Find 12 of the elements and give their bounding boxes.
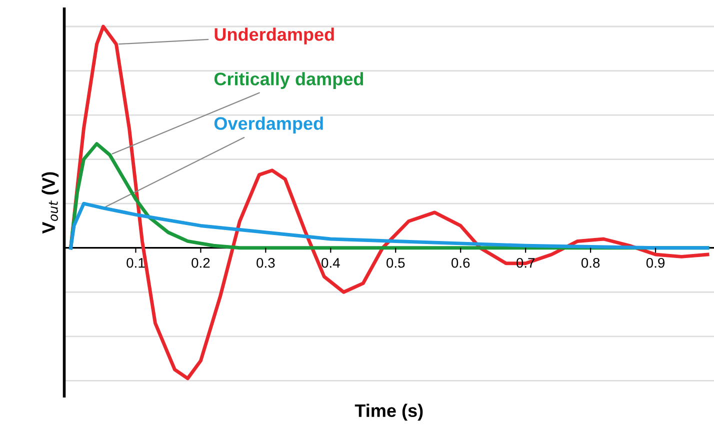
x-tick-label: 0.5 xyxy=(386,258,405,268)
x-tick-label: 0.3 xyxy=(256,258,275,268)
x-tick-label: 0.9 xyxy=(646,258,665,268)
x-axis-title: Time (s) xyxy=(354,404,423,421)
y-axis-title: V$_{out}$ (V) xyxy=(42,172,59,234)
x-tick-label: 0.4 xyxy=(322,258,340,268)
text: Overdamped xyxy=(214,116,323,134)
x-tick-label: 0.2 xyxy=(192,258,210,268)
text: Underdamped xyxy=(214,28,334,44)
x-tick-label: 0.6 xyxy=(451,258,470,268)
x-tick-label: 0.8 xyxy=(581,258,600,268)
text: Critically damped xyxy=(214,72,364,89)
